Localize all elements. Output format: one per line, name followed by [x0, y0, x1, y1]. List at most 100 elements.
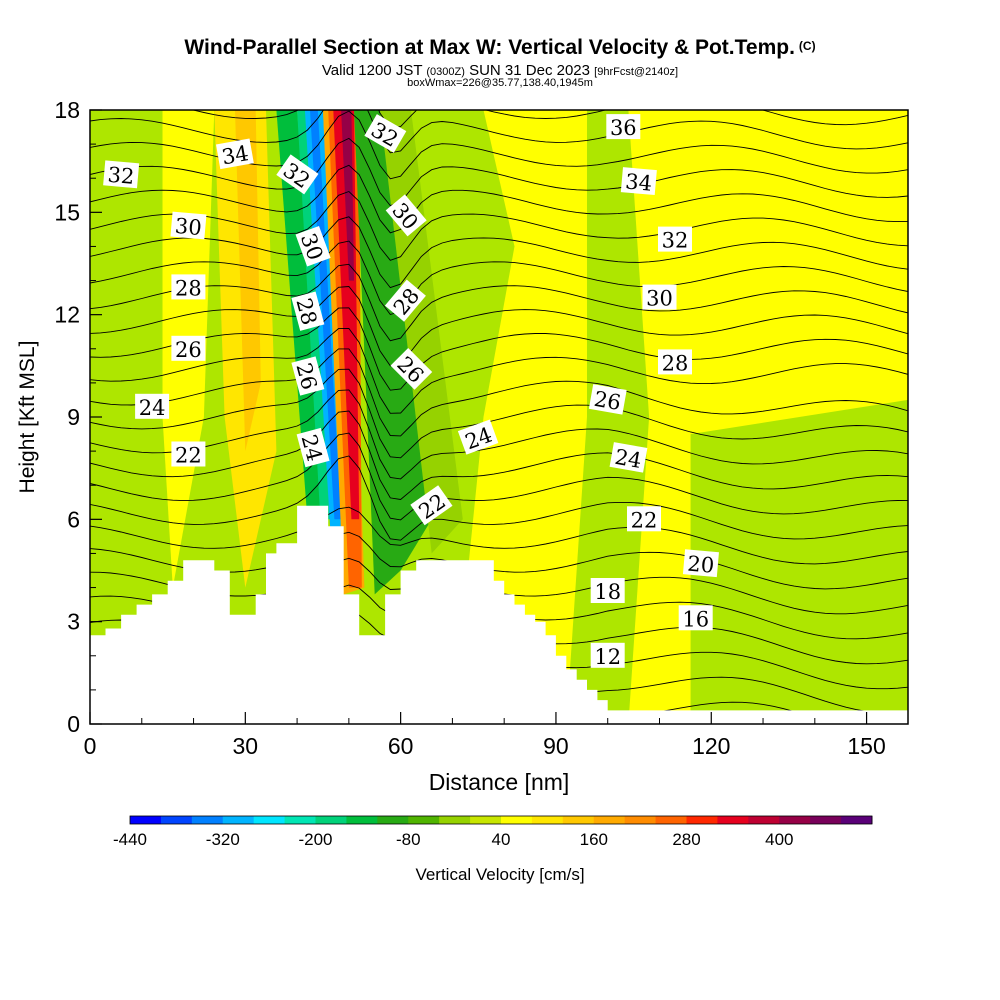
- theta-contour: [90, 164, 908, 234]
- y-tick-label: 3: [67, 609, 80, 635]
- contour-label-box: [609, 442, 648, 473]
- x-tick-label: 0: [84, 733, 97, 759]
- y-tick-label: 18: [54, 97, 80, 123]
- contour-label: 24: [609, 442, 648, 473]
- contour-label-box: [171, 335, 206, 361]
- colorbar-tick-label: -440: [113, 830, 147, 849]
- contour-label-box: [642, 284, 677, 310]
- theta-contour: [90, 190, 908, 261]
- theta-contour: [90, 455, 908, 541]
- contour-label: 32: [103, 160, 140, 189]
- colorbar-swatch: [717, 816, 749, 824]
- contour-label-box: [682, 549, 719, 578]
- colorbar-swatch: [810, 816, 842, 824]
- theta-contour: [90, 110, 908, 154]
- contour-label: 22: [171, 441, 206, 468]
- colorbar-tick-label: -320: [206, 830, 240, 849]
- colorbar-swatch: [686, 816, 718, 824]
- contour-label: 28: [171, 274, 206, 300]
- theta-contour: [90, 263, 908, 342]
- colorbar-swatch: [624, 816, 657, 824]
- contour-label: 24: [457, 419, 499, 455]
- y-tick-label: 12: [54, 302, 80, 328]
- colorbar-swatch: [346, 816, 378, 824]
- contour-label-text: 30: [646, 287, 673, 311]
- contour-label-text: 22: [175, 444, 202, 468]
- terrain-layer: [90, 505, 908, 724]
- box-info: boxWmax=226@35.77,138.40,1945m: [407, 77, 593, 89]
- theta-contour: [90, 286, 908, 367]
- colorbar-swatch: [748, 816, 780, 824]
- colorbar-tick-label: 400: [765, 830, 793, 849]
- y-axis-label: Height [Kft MSL]: [16, 341, 39, 494]
- contour-label-text: 32: [662, 229, 689, 253]
- x-axis-label: Distance [nm]: [429, 769, 570, 795]
- x-tick-label: 60: [388, 733, 414, 759]
- y-tick-label: 0: [67, 711, 80, 737]
- lee-band-east: [566, 110, 650, 724]
- colorbar-swatch: [408, 816, 440, 824]
- contour-label-text: 16: [682, 607, 709, 631]
- y-tick-label: 15: [54, 199, 80, 225]
- contour-label: 24: [297, 427, 330, 468]
- contour-label-text: 32: [107, 163, 136, 189]
- chart-title-text: Wind-Parallel Section at Max W: Vertical…: [184, 36, 795, 59]
- contour-label: 26: [171, 335, 206, 362]
- contour-label-box: [295, 225, 331, 267]
- theta-contour: [90, 389, 908, 480]
- colorbar-swatch: [315, 816, 347, 824]
- colorbar-swatch: [562, 816, 595, 824]
- theta-contour: [90, 240, 908, 316]
- contour-label: 22: [627, 506, 661, 532]
- contour-label-text: 26: [175, 338, 202, 362]
- contour-label-text: 36: [610, 116, 637, 140]
- contour-label-box: [364, 114, 407, 153]
- x-tick-label: 120: [692, 733, 730, 759]
- contour-label-box: [588, 384, 627, 415]
- contour-label-text: 24: [613, 445, 643, 473]
- colorbar-tick-label: 160: [580, 830, 608, 849]
- colorbar-swatch: [531, 816, 564, 824]
- colorbar-swatch: [284, 816, 316, 824]
- chart-title: Wind-Parallel Section at Max W: Vertical…: [0, 36, 1000, 60]
- colorbar-tick-label: -200: [298, 830, 332, 849]
- colorbar-swatch: [593, 816, 626, 824]
- theta-contour: [90, 348, 908, 437]
- contour-label-text: 28: [175, 276, 202, 300]
- contour-label-box: [457, 419, 499, 455]
- west-edge-green: [90, 110, 163, 724]
- contour-label: 32: [658, 226, 692, 253]
- contour-label-text: 12: [594, 645, 621, 669]
- contour-label: 28: [658, 349, 692, 375]
- y-tick-label: 9: [67, 404, 80, 430]
- colorbar-swatch: [222, 816, 255, 824]
- colorbar-frame: [129, 815, 873, 825]
- contour-label-box: [170, 211, 207, 240]
- copyright-mark: (C): [798, 39, 816, 53]
- theta-contour: [90, 506, 908, 565]
- colorbar-label: Vertical Velocity [cm/s]: [415, 865, 584, 884]
- colorbar-swatch: [439, 816, 471, 824]
- colorbar-swatch: [841, 816, 873, 824]
- contour-label-box: [103, 160, 140, 189]
- theta-contour: [90, 307, 908, 391]
- valid-prefix: Valid 1200 JST: [321, 62, 423, 79]
- theta-contour: [191, 110, 908, 129]
- contour-label-box: [410, 485, 453, 526]
- contour-label: 34: [620, 167, 657, 196]
- colorbar-swatch: [470, 816, 502, 824]
- contour-label-box: [590, 642, 625, 668]
- colorbar-swatch: [779, 816, 811, 824]
- contour-label-box: [171, 274, 206, 300]
- contour-label-text: 26: [592, 387, 622, 415]
- contour-label-box: [590, 578, 625, 603]
- chart-subtitle: Valid 1200 JST (0300Z) SUN 31 Dec 2023 […: [0, 62, 1000, 79]
- contour-label-text: 20: [686, 552, 715, 578]
- valid-utc: (0300Z): [426, 66, 465, 78]
- contour-label-text: 18: [594, 580, 621, 604]
- y-tick-label: 6: [67, 506, 80, 532]
- contour-label: 12: [590, 642, 625, 669]
- forecast-info: [9hrFcst@2140z]: [594, 66, 679, 78]
- contour-label: 20: [682, 549, 719, 578]
- contour-label-box: [658, 226, 692, 252]
